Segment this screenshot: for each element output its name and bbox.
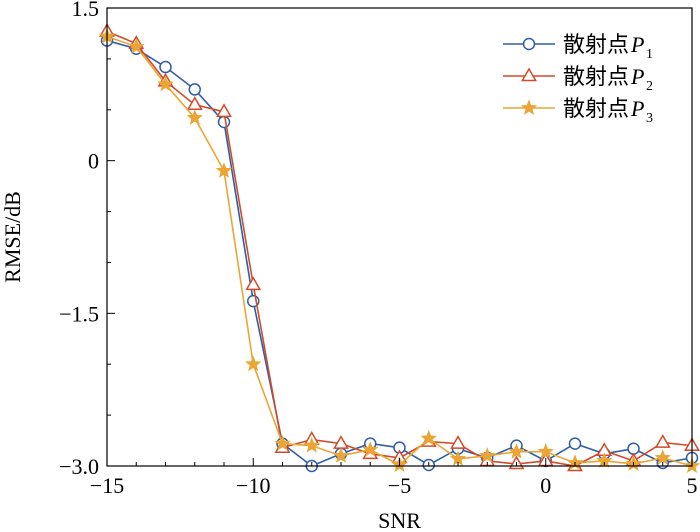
data-point xyxy=(479,447,496,463)
data-point xyxy=(508,443,525,459)
x-tick-label: −15 xyxy=(90,473,124,498)
legend-marker xyxy=(522,37,536,51)
tick-labels: −15 −10 −5 0 5 −3.0 −1.5 0 1.5 xyxy=(59,0,697,498)
legend-marker xyxy=(520,99,538,115)
legend-label: 散射点 xyxy=(563,64,629,89)
data-point xyxy=(537,443,554,459)
data-point xyxy=(217,115,231,129)
y-axis-label: RMSE/dB xyxy=(0,191,25,283)
legend-marker xyxy=(521,67,537,82)
data-point xyxy=(362,441,379,457)
data-point xyxy=(188,83,201,96)
y-tick-label: 1.5 xyxy=(72,0,100,21)
x-tick-label: 0 xyxy=(540,473,551,498)
y-tick-label: −1.5 xyxy=(59,301,99,326)
data-point xyxy=(128,38,145,54)
legend-item: 散射点 P 3 xyxy=(503,96,653,126)
legend-label: 散射点 xyxy=(563,96,629,121)
legend-subscript: 2 xyxy=(646,79,653,94)
legend-subscript: 1 xyxy=(646,47,653,62)
y-tick-label: 0 xyxy=(88,149,99,174)
legend-item: 散射点 P 1 xyxy=(503,32,653,62)
legend-label: 散射点 xyxy=(563,32,629,57)
data-point xyxy=(568,437,582,450)
legend-symbol: P xyxy=(630,96,644,121)
data-point xyxy=(654,434,671,448)
tick-marks xyxy=(106,7,693,467)
data-point xyxy=(420,429,437,446)
data-point xyxy=(186,109,203,125)
x-tick-label: 5 xyxy=(687,473,698,498)
legend-symbol: P xyxy=(630,32,644,57)
data-point xyxy=(332,447,350,463)
x-tick-label: −10 xyxy=(236,473,270,498)
legend-subscript: 3 xyxy=(646,111,653,126)
data-point xyxy=(303,437,320,453)
x-tick-label: −5 xyxy=(388,473,411,498)
data-point xyxy=(216,103,232,118)
data-point xyxy=(159,60,172,74)
data-point xyxy=(245,355,262,372)
legend-item: 散射点 P 2 xyxy=(503,64,653,94)
data-point xyxy=(654,449,671,465)
data-point xyxy=(186,96,203,110)
data-point xyxy=(450,435,466,449)
y-tick-label: −3.0 xyxy=(59,454,99,479)
data-point xyxy=(157,75,174,92)
plot-area xyxy=(98,22,700,473)
data-point xyxy=(274,434,291,451)
x-axis-label: SNR xyxy=(378,508,421,532)
data-point xyxy=(215,162,233,178)
legend-symbol: P xyxy=(630,64,644,89)
data-point xyxy=(245,276,262,291)
